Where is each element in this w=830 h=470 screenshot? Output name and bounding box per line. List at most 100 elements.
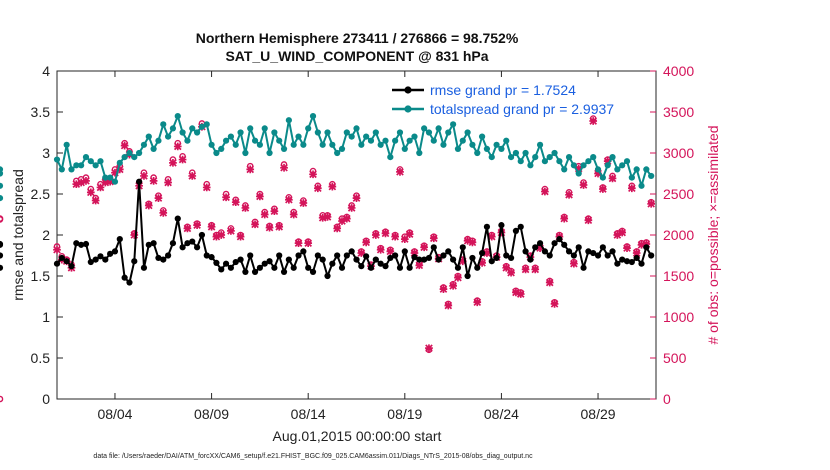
x-tick-label: 08/29 [581, 406, 616, 422]
totalspread-point [570, 162, 577, 169]
rmse-point [261, 260, 268, 267]
totalspread-point [179, 129, 186, 136]
assimilated-obs-point [637, 241, 646, 249]
assimilated-obs-point [420, 243, 428, 252]
rmse-point [406, 264, 413, 271]
totalspread-point [169, 125, 177, 132]
legend-rmse-label: rmse grand pr = 1.7524 [430, 82, 576, 98]
totalspread-point [247, 125, 254, 132]
totalspread-point [493, 141, 500, 148]
assimilated-obs-point [376, 245, 385, 254]
assimilated-obs-point [405, 230, 414, 239]
rmse-point [594, 252, 602, 259]
plot-area [56, 70, 657, 400]
rmse-line [56, 180, 653, 284]
y-right-tick-label: 1500 [663, 268, 694, 284]
rmse-point [638, 260, 645, 267]
assimilated-obs-point [178, 155, 187, 164]
totalspread-point [266, 149, 273, 157]
rmse-point [78, 241, 85, 248]
totalspread-point [78, 162, 85, 169]
totalspread-point [599, 174, 606, 181]
rmse-point [363, 253, 370, 260]
totalspread-point [338, 145, 346, 152]
totalspread-point [411, 133, 418, 140]
assimilated-obs-point [159, 209, 168, 217]
assimilated-obs-point [545, 278, 554, 287]
totalspread-point [251, 137, 259, 144]
rmse-point [338, 264, 346, 271]
assimilated-obs-point [309, 170, 317, 179]
totalspread-point [165, 133, 172, 140]
rmse-point [247, 252, 254, 259]
rmse-point [527, 256, 534, 263]
totalspread-point [136, 149, 143, 157]
y-tick-label: 2 [42, 227, 50, 243]
assimilated-obs-point [115, 165, 124, 174]
totalspread-point [440, 141, 447, 148]
assimilated-obs-point [265, 223, 274, 232]
totalspread-point [527, 162, 534, 169]
rmse-point [73, 240, 80, 247]
totalspread-point [406, 137, 413, 144]
totalspread-point [107, 174, 114, 181]
assimilated-obs-point [516, 290, 525, 298]
rmse-point [222, 260, 230, 267]
rmse-point [536, 240, 544, 247]
rmse-point [174, 215, 181, 222]
totalspread-point [271, 129, 278, 136]
rmse-point [474, 264, 481, 271]
totalspread-point [536, 141, 544, 148]
assimilated-obs-point [222, 193, 230, 202]
totalspread-point [0, 195, 4, 202]
rmse-point [440, 252, 447, 259]
assimilated-obs-point [275, 222, 284, 231]
totalspread-point [488, 154, 495, 161]
totalspread-point [507, 154, 515, 161]
y-axis-label-right: # of obs: o=possible; ×=assimilated [705, 125, 721, 344]
y-tick-label: 0.5 [31, 350, 51, 366]
rmse-point [251, 268, 259, 275]
totalspread-point [256, 141, 263, 148]
assimilated-obs-point [111, 168, 119, 177]
totalspread-point [556, 158, 563, 165]
assimilated-obs-point [536, 244, 544, 252]
rmse-point [131, 258, 138, 265]
assimilated-obs-point [574, 164, 583, 173]
totalspread-point [82, 154, 90, 161]
totalspread-point [638, 182, 645, 189]
rmse-point [599, 244, 606, 251]
rmse-point [421, 256, 428, 263]
assimilated-obs-point [483, 249, 491, 257]
assimilated-obs-point [53, 245, 61, 254]
assimilated-obs-point [429, 234, 438, 243]
totalspread-point [367, 137, 375, 144]
assimilated-obs-point [241, 204, 250, 212]
totalspread-point [111, 178, 119, 185]
assimilated-obs-point [285, 195, 293, 204]
y-tick-label: 3 [42, 145, 50, 161]
rmse-point [184, 240, 191, 247]
rmse-point [140, 264, 148, 271]
assimilated-obs-point [333, 224, 342, 233]
rmse-point [68, 263, 75, 270]
assimilated-obs-point [473, 298, 482, 307]
assimilated-obs-point [425, 344, 433, 352]
totalspread-point [604, 162, 611, 169]
totalspread-point [227, 133, 235, 140]
rmse-point [111, 248, 119, 255]
totalspread-point [430, 137, 437, 144]
y-right-tick-label: 4000 [663, 63, 694, 79]
totalspread-point [445, 129, 452, 136]
rmse-point [227, 264, 235, 271]
assimilated-obs-point [381, 229, 390, 238]
assimilated-obs-point [410, 249, 419, 257]
assimilated-obs-point [594, 169, 602, 178]
y-right-tick-label: 0 [663, 391, 671, 407]
rmse-point [155, 254, 162, 262]
possible-obs-point [0, 395, 4, 403]
assimilated-obs-point [618, 228, 627, 237]
rmse-point [450, 256, 457, 263]
assimilated-obs-point [86, 188, 95, 197]
